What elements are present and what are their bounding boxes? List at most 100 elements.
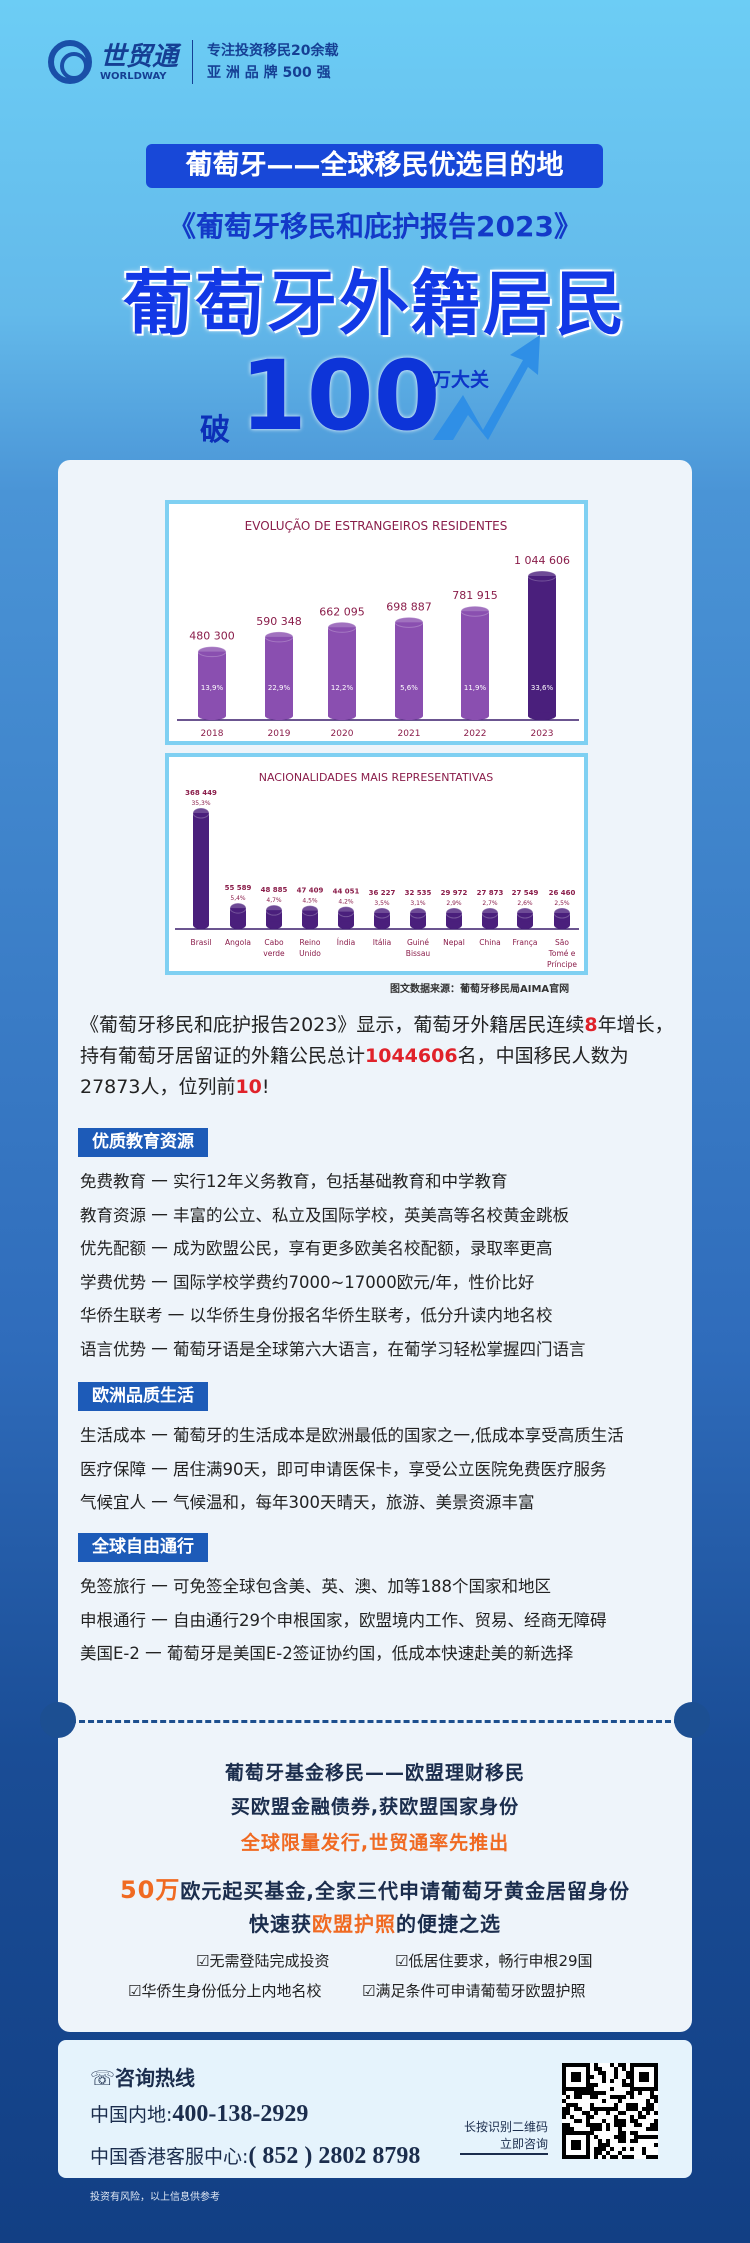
qr-module: [646, 2127, 650, 2131]
x-tick-label: 2020: [331, 729, 354, 739]
qr-module: [586, 2119, 590, 2123]
qr-module: [614, 2075, 618, 2079]
qr-module: [630, 2119, 634, 2123]
qr-module: [614, 2115, 618, 2119]
bar-Guiné Bissau-base: [410, 921, 426, 929]
check-item: ☑华侨生身份低分上内地名校: [128, 1982, 322, 2000]
qr-module: [650, 2095, 654, 2099]
qr-code[interactable]: [562, 2063, 658, 2159]
brand-name-en: WORLDWAY: [100, 70, 167, 82]
bar-2022-cap: [460, 605, 490, 617]
qr-module: [578, 2107, 582, 2111]
section-item: 气候宜人 一 气候温和，每年300天晴天，旅游、美景资源丰富: [80, 1493, 535, 1512]
bar-Itália: [373, 907, 391, 929]
qr-finder: [562, 2131, 590, 2159]
qr-module: [650, 2155, 654, 2159]
qr-module: [646, 2103, 650, 2107]
value-label: 368 449: [185, 789, 217, 797]
qr-module: [650, 2127, 654, 2131]
data-source: 图文数据来源：葡萄牙移民局AIMA官网: [390, 984, 570, 995]
qr-module: [574, 2119, 578, 2123]
qr-module: [614, 2103, 618, 2107]
qr-module: [614, 2067, 618, 2071]
bar-2019: [264, 631, 294, 720]
qr-module: [630, 2107, 634, 2111]
bar-Índia-base: [338, 921, 354, 929]
qr-module: [630, 2095, 634, 2099]
qr-module: [642, 2135, 646, 2139]
bar-São Tomé e Príncipe-base: [554, 921, 570, 929]
report-title: 《葡萄牙移民和庇护报告2023》: [168, 210, 582, 243]
value-label: 590 348: [256, 615, 302, 628]
qr-module: [594, 2095, 598, 2099]
qr-module: [622, 2063, 626, 2067]
check-item: ☑无需登陆完成投资: [196, 1952, 330, 1970]
qr-module: [598, 2107, 602, 2111]
qr-module: [634, 2135, 638, 2139]
qr-module: [634, 2123, 638, 2127]
bar-2023-body: [528, 576, 556, 716]
bar-Brasil-cap: [192, 807, 210, 819]
qr-module: [642, 2115, 646, 2119]
section-item: 华侨生联考 一 以华侨生身份报名华侨生联考，低分升读内地名校: [80, 1306, 553, 1325]
bar-2019-cap: [264, 631, 294, 643]
qr-module: [562, 2099, 566, 2103]
value-label: 781 915: [452, 589, 498, 602]
qr-module: [638, 2135, 642, 2139]
qr-module: [618, 2111, 622, 2115]
bar-Cabo verde-cap: [265, 904, 283, 916]
mainland-hotline[interactable]: 中国内地:400-138-2929: [90, 2101, 309, 2127]
x-tick-label: Brasil: [191, 938, 212, 947]
qr-module: [598, 2139, 602, 2143]
qr-module: [594, 2111, 598, 2115]
qr-module: [590, 2123, 594, 2127]
qr-module: [582, 2111, 586, 2115]
section-item: 美国E-2 一 葡萄牙是美国E-2签证协约国，低成本快速赴美的新选择: [80, 1644, 574, 1663]
qr-module: [574, 2107, 578, 2111]
qr-module: [602, 2099, 606, 2103]
bar-Nepal: [445, 907, 463, 929]
qr-module: [650, 2091, 654, 2095]
growth-arrow-icon: [433, 335, 540, 440]
qr-module: [654, 2135, 658, 2139]
qr-module: [622, 2155, 626, 2159]
qr-finder-core: [571, 2140, 581, 2150]
value-label: 47 409: [297, 887, 324, 895]
growth-label: 12,2%: [331, 684, 354, 692]
bar-2023: [527, 570, 557, 720]
share-label: 2,5%: [554, 900, 570, 907]
qr-finder-core: [571, 2072, 581, 2082]
qr-module: [646, 2111, 650, 2115]
bar-2021: [394, 616, 424, 720]
share-label: 3,5%: [374, 900, 390, 907]
promo-line-4: 50万欧元起买基金,全家三代申请葡萄牙黄金居留身份: [119, 1876, 630, 1904]
bar-Brasil: [192, 807, 210, 929]
qr-module: [594, 2067, 598, 2071]
qr-module: [634, 2139, 638, 2143]
promo-line-3: 全球限量发行,世贸通率先推出: [240, 1832, 510, 1854]
qr-module: [606, 2107, 610, 2111]
bar-Angola-cap: [229, 902, 247, 914]
value-label: 48 885: [261, 886, 288, 894]
value-label: 55 589: [225, 884, 252, 892]
headline: 葡萄牙外籍居民: [123, 263, 627, 345]
slogan-1: 专注投资移民20余载: [207, 43, 339, 59]
x-tick-label: Unido: [299, 949, 321, 958]
qr-module: [638, 2111, 642, 2115]
qr-module: [630, 2147, 634, 2151]
hk-hotline[interactable]: 中国香港客服中心:( 852 ) 2802 8798: [90, 2143, 421, 2169]
qr-module: [602, 2143, 606, 2147]
share-label: 3,1%: [410, 900, 426, 907]
qr-module: [606, 2123, 610, 2127]
qr-module: [654, 2123, 658, 2127]
qr-module: [598, 2127, 602, 2131]
qr-module: [650, 2123, 654, 2127]
share-label: 2,9%: [446, 900, 462, 907]
growth-label: 22,9%: [268, 684, 291, 692]
qr-module: [586, 2111, 590, 2115]
brand-name-cn: 世贸通: [100, 41, 179, 72]
qr-module: [586, 2091, 590, 2095]
qr-module: [598, 2071, 602, 2075]
dashed-divider: [70, 1720, 680, 1723]
qr-module: [618, 2119, 622, 2123]
